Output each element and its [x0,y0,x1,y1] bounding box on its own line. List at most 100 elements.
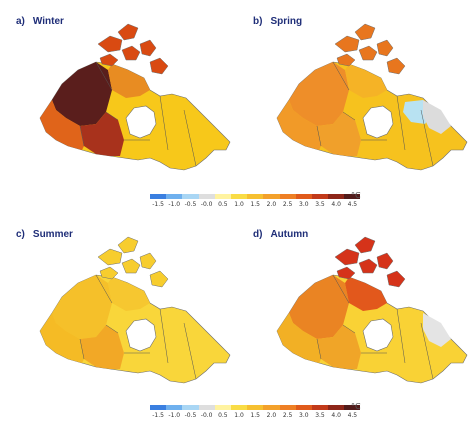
provincial-border [159,95,169,151]
arctic-island [358,45,378,61]
colorbar-ticks: -1.5 -1.0 -0.5 -0.0 0.5 1.0 1.5 2.0 2.5 3.0 3.5 4.0… [150,412,360,419]
colorbar-tick-label: 4.0 [331,201,341,208]
arctic-island [99,53,119,67]
central-region [317,325,361,369]
colorbar-swatch [182,405,199,410]
arctic-island [117,23,139,41]
colorbar-swatch [295,194,312,199]
colorbar-tick-label: -1.0 [168,201,181,208]
arctic-island [139,252,157,270]
colorbar-bottom: -1.5 -1.0 -0.5 -0.0 0.5 1.0 1.5 2.0 2.5 3.0 3.5 4.0… [0,402,474,435]
canada-map [39,236,231,384]
canada-map [276,236,468,384]
provincial-border [316,125,322,147]
canada-map [39,23,231,171]
winter-panel: a) Winter [0,0,237,213]
colorbar-swatch [247,405,264,410]
autumn-panel: d) Autumn [237,213,474,426]
northwest-region [52,275,112,339]
colorbar-swatch [198,405,215,410]
colorbar-swatches [150,194,361,199]
colorbar-tick-label: 1.5 [250,412,260,419]
colorbar-tick-label: 3.0 [299,412,309,419]
panel-heading: c) Summer [16,229,73,240]
northwest-region [289,62,349,126]
hudson-bay [125,318,157,352]
provincial-border [332,61,350,91]
provincial-border [342,324,356,334]
panel-title: Autumn [270,229,309,240]
colorbar-swatch [311,405,329,410]
provincial-border [183,322,197,380]
colorbar-swatch [150,194,167,199]
west-region [40,313,84,363]
colorbar-tick-label: 4.0 [331,412,341,419]
colorbar-swatch [263,405,280,410]
colorbar-tick-label: 2.0 [266,412,277,419]
central-region [317,112,361,156]
colorbar-swatch [279,194,296,199]
provincial-border [420,109,434,167]
provincial-border [342,111,356,121]
provincial-border [396,95,406,151]
colorbar-tick-label: 1.5 [250,201,260,208]
colorbar-swatch [166,194,183,199]
provincial-border [332,274,350,304]
neutral-anomaly-region [423,100,451,134]
west-region [277,313,321,363]
colorbar-unit: °C [351,191,361,200]
colorbar-tick-label: -1.5 [152,412,164,419]
panel-letter: a) [16,16,25,27]
provincial-border [79,125,85,147]
canada-map [276,23,468,171]
north-region [345,277,387,311]
colorbar-swatches [150,405,361,410]
colorbar-swatch [230,405,248,410]
colorbar-tick-label: -0.0 [200,412,213,419]
arctic-island [354,23,376,41]
panel-letter: d) [253,229,263,240]
north-region [345,64,387,98]
arctic-island [334,248,360,266]
panel-letter: b) [253,16,263,27]
arctic-island [354,236,376,254]
colorbar-swatch [344,194,361,199]
arctic-island [97,248,123,266]
arctic-island [139,39,157,57]
panel-heading: a) Winter [16,16,64,27]
provincial-border [183,109,197,167]
west-region [277,100,321,150]
arctic-island [336,266,356,280]
provincial-border [420,322,434,380]
colorbar-swatch [311,194,329,199]
panel-letter: c) [16,229,25,240]
central-region [80,325,124,369]
arctic-island [121,45,141,61]
panel-title: Spring [270,16,303,27]
colorbar-swatch [198,194,215,199]
arctic-island [376,39,394,57]
arctic-island [334,35,360,53]
spring-panel: b) Spring [237,0,474,213]
colorbar-swatch [247,194,264,199]
colorbar-tick-label: 4.5 [347,201,358,208]
west-region [40,100,84,150]
colorbar-tick-label: 1.0 [234,412,244,419]
provincial-border [95,274,113,304]
colorbar-tick-label: 0.5 [218,201,228,208]
arctic-island [149,270,169,288]
provincial-border [79,338,85,360]
colorbar-tick-label: -0.5 [184,201,197,208]
provincial-border [396,308,406,364]
colorbar-swatch [150,405,167,410]
arctic-island [386,57,406,75]
colorbar-swatch [295,405,312,410]
hudson-bay [125,105,157,139]
colorbar-tick-label: -0.0 [200,201,213,208]
arctic-island [121,258,141,274]
arctic-island [97,35,123,53]
hudson-bay [362,318,394,352]
colorbar-tick-label: 3.5 [315,201,325,208]
arctic-island [117,236,139,254]
colorbar-swatch [279,405,296,410]
